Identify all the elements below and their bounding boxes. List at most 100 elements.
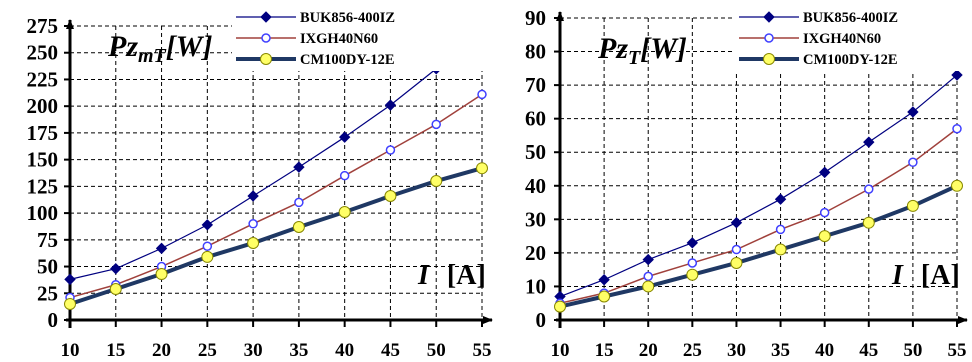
x-tick-label: 25 — [198, 340, 217, 361]
data-point-2 — [730, 256, 743, 269]
y-tick-label: 25 — [37, 281, 58, 305]
data-point-2 — [109, 282, 122, 295]
y-tick-label: 60 — [525, 107, 546, 131]
data-point-2 — [338, 206, 351, 219]
y-tick-label: 70 — [525, 73, 546, 97]
series-line-1 — [559, 128, 958, 304]
data-point-1 — [731, 244, 742, 255]
x-axis-label: I [A] — [891, 260, 960, 291]
x-tick-label: 10 — [61, 340, 80, 361]
title-main: Pz — [597, 32, 628, 65]
data-point-2 — [155, 268, 168, 281]
data-point-1 — [687, 258, 698, 268]
data-point-0 — [155, 242, 168, 255]
data-point-0 — [686, 237, 699, 249]
series-line-0 — [69, 33, 483, 280]
y-tick-label: 30 — [525, 207, 546, 231]
data-point-1 — [775, 224, 786, 235]
legend-label: BUK856-400IZ — [803, 10, 898, 26]
y-tick-label: 75 — [37, 228, 58, 252]
series-line-0 — [559, 74, 958, 298]
title-subscript: mT — [138, 45, 167, 67]
legend-label: IXGH40N60 — [803, 31, 881, 47]
data-point-1 — [819, 207, 830, 218]
data-point-2 — [818, 230, 831, 243]
data-point-0 — [907, 106, 919, 118]
series-line-2 — [559, 183, 958, 309]
legend-label: CM100DY-12E — [300, 52, 395, 68]
xlabel-unit: [A] — [921, 260, 960, 291]
xlabel-unit: [A] — [447, 260, 486, 291]
data-point-0 — [110, 262, 122, 275]
data-point-2 — [384, 189, 397, 202]
data-point-0 — [642, 253, 654, 266]
legend: BUK856-400IZ IXGH40N60 CM100DY-12E — [232, 6, 488, 71]
data-point-2 — [642, 280, 655, 293]
xlabel-symbol: I — [891, 260, 904, 291]
data-point-1 — [864, 184, 874, 194]
data-point-0 — [863, 136, 875, 148]
data-point-0 — [201, 219, 214, 231]
xlabel-symbol: I — [417, 260, 430, 291]
data-point-2 — [951, 179, 963, 192]
data-point-1 — [385, 145, 396, 155]
data-point-0 — [64, 273, 76, 286]
legend-marker — [260, 53, 272, 65]
series-line-2 — [69, 166, 483, 306]
data-point-2 — [554, 300, 566, 313]
data-point-2 — [906, 199, 919, 212]
legend-marker — [764, 33, 774, 43]
x-tick-label: 15 — [595, 340, 614, 361]
data-point-1 — [248, 219, 258, 229]
data-point-2 — [430, 175, 443, 188]
data-point-2 — [64, 297, 76, 310]
x-tick-label: 30 — [727, 340, 746, 361]
legend-label: IXGH40N60 — [300, 31, 378, 47]
chart-title: PzT[W] — [597, 32, 687, 69]
x-tick-label: 35 — [289, 340, 308, 361]
x-tick-label: 20 — [639, 340, 658, 361]
x-tick-label: 50 — [903, 340, 922, 361]
data-point-1 — [643, 271, 653, 282]
title-main: Pz — [107, 30, 138, 63]
y-tick-label: 90 — [525, 6, 546, 30]
y-tick-label: 10 — [525, 274, 546, 298]
legend-marker — [763, 53, 775, 65]
x-tick-label: 20 — [152, 340, 171, 361]
data-point-2 — [476, 162, 488, 175]
y-tick-label: 50 — [37, 255, 58, 279]
legend: BUK856-400IZ IXGH40N60 CM100DY-12E — [735, 6, 972, 71]
x-tick-label: 35 — [771, 340, 790, 361]
legend-marker — [763, 11, 775, 23]
data-point-2 — [247, 237, 260, 250]
data-point-0 — [293, 161, 305, 173]
y-tick-label: 225 — [27, 67, 59, 91]
y-tick-label: 50 — [525, 140, 546, 164]
x-tick-label: 55 — [473, 340, 492, 361]
data-point-0 — [951, 69, 963, 81]
data-point-2 — [686, 268, 699, 281]
x-tick-label: 40 — [815, 340, 834, 361]
y-tick-label: 250 — [27, 41, 59, 65]
data-point-1 — [952, 123, 962, 134]
data-point-1 — [339, 170, 350, 181]
y-tick-label: 40 — [525, 174, 546, 198]
title-subscript: T — [628, 47, 641, 69]
data-point-1 — [477, 89, 487, 100]
data-point-0 — [598, 274, 610, 286]
data-point-0 — [338, 131, 351, 143]
title-unit: [W] — [640, 32, 687, 65]
x-tick-label: 15 — [106, 340, 125, 361]
series-line-1 — [69, 93, 483, 299]
legend-label: CM100DY-12E — [803, 52, 898, 68]
x-tick-label: 45 — [381, 340, 400, 361]
data-point-0 — [818, 166, 831, 179]
x-tick-label: 55 — [948, 340, 967, 361]
x-tick-label: 45 — [859, 340, 878, 361]
y-tick-label: 200 — [27, 94, 59, 118]
legend-marker — [261, 33, 271, 43]
data-point-1 — [294, 197, 304, 208]
data-point-2 — [862, 216, 875, 229]
